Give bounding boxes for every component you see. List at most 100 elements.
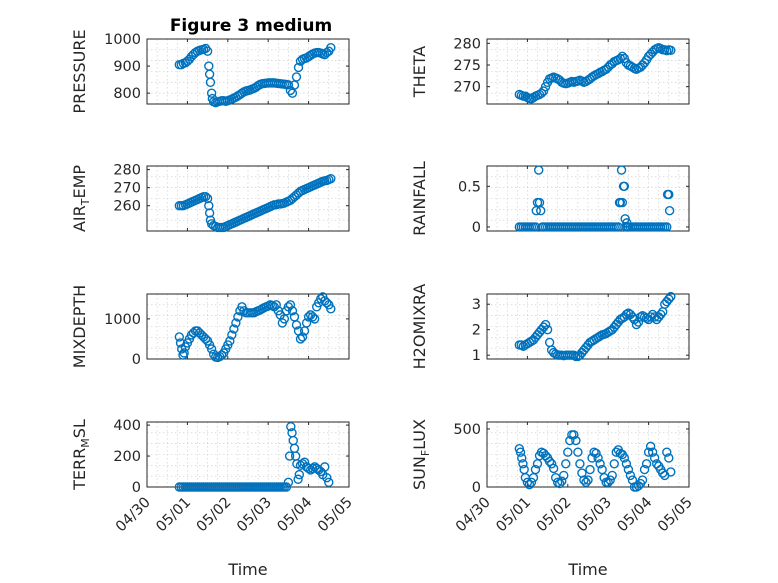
x-axis-label: Time bbox=[567, 560, 607, 579]
x-tick-label: 05/04 bbox=[615, 495, 656, 536]
subplot-rainfall: 0 0.5 RAINFALL bbox=[410, 161, 690, 236]
subplot-h2omixra: 1 2 3 H2OMIXRA bbox=[410, 284, 690, 370]
y-axis-label: TERRMSL bbox=[70, 419, 92, 491]
data-point bbox=[664, 453, 674, 463]
data-point bbox=[664, 205, 675, 216]
data-point bbox=[204, 61, 214, 71]
data-point bbox=[664, 189, 674, 200]
data-point bbox=[320, 462, 330, 472]
y-tick-label: 2 bbox=[472, 323, 481, 339]
x-tick-label: 05/03 bbox=[234, 495, 275, 536]
data-point bbox=[617, 51, 628, 62]
axes-frame bbox=[146, 38, 350, 105]
y-tick-label: 270 bbox=[453, 80, 481, 96]
data-point bbox=[649, 453, 660, 463]
data-point bbox=[301, 318, 312, 328]
data-point bbox=[281, 482, 292, 492]
data-point bbox=[289, 80, 300, 90]
data-point bbox=[573, 447, 583, 457]
data-point bbox=[285, 300, 296, 310]
y-axis-label: THETA bbox=[410, 46, 429, 98]
data-point bbox=[583, 475, 593, 485]
y-axis-label: H2OMIXRA bbox=[410, 284, 429, 370]
data-point bbox=[538, 86, 549, 96]
data-point bbox=[544, 456, 555, 467]
data-point bbox=[625, 470, 636, 481]
data-point bbox=[540, 81, 551, 92]
data-point bbox=[303, 312, 314, 322]
x-tick-label: 05/01 bbox=[153, 495, 194, 536]
data-point bbox=[289, 443, 300, 454]
data-point bbox=[271, 300, 281, 310]
data-point bbox=[290, 451, 301, 461]
data-point bbox=[643, 447, 654, 457]
data-point bbox=[623, 464, 634, 475]
data-point bbox=[559, 470, 569, 481]
data-point bbox=[666, 45, 676, 55]
x-tick-label: 05/05 bbox=[655, 495, 696, 536]
data-point bbox=[548, 463, 559, 474]
y-tick-label: 0 bbox=[472, 480, 481, 496]
y-tick-label: 1 bbox=[472, 348, 481, 364]
data-point bbox=[517, 453, 527, 463]
data-point bbox=[233, 312, 243, 322]
x-tick-label: 05/01 bbox=[493, 495, 534, 536]
data-point bbox=[666, 467, 676, 477]
axes-frame bbox=[146, 293, 350, 360]
data-point bbox=[544, 337, 555, 348]
data-point bbox=[656, 309, 666, 320]
data-point bbox=[536, 205, 546, 216]
data-point bbox=[579, 475, 589, 485]
data-point bbox=[227, 330, 237, 340]
y-tick-label: 0 bbox=[472, 220, 481, 236]
y-axis-label: RAINFALL bbox=[410, 161, 429, 236]
data-point bbox=[617, 197, 628, 208]
data-point bbox=[575, 459, 585, 469]
data-point bbox=[557, 476, 567, 486]
data-point bbox=[200, 191, 211, 202]
x-tick-label: 04/30 bbox=[453, 495, 494, 536]
data-point bbox=[522, 477, 533, 488]
data-point bbox=[526, 477, 537, 488]
data-point bbox=[645, 441, 656, 452]
data-point bbox=[291, 72, 302, 82]
data-point bbox=[293, 474, 303, 484]
data-point bbox=[605, 475, 615, 485]
data-point bbox=[307, 312, 318, 322]
data-point bbox=[231, 318, 241, 328]
data-point bbox=[294, 469, 305, 480]
y-tick-label: 280 bbox=[453, 36, 481, 52]
data-point bbox=[635, 312, 646, 322]
data-point bbox=[615, 53, 626, 64]
data-point bbox=[591, 448, 601, 459]
axes-frame bbox=[146, 165, 350, 232]
data-point bbox=[267, 300, 277, 311]
data-point bbox=[288, 435, 298, 446]
data-point bbox=[607, 470, 617, 481]
data-point bbox=[206, 344, 217, 354]
y-tick-label: 1000 bbox=[104, 312, 141, 328]
y-tick-label: 1000 bbox=[104, 32, 141, 48]
data-point bbox=[593, 453, 603, 463]
figure-title: Figure 3 medium bbox=[170, 16, 332, 36]
data-point bbox=[518, 459, 528, 469]
data-point bbox=[519, 464, 529, 475]
data-point bbox=[595, 459, 605, 469]
x-tick-label: 05/05 bbox=[315, 495, 356, 536]
data-point bbox=[179, 348, 189, 358]
data-point bbox=[611, 447, 621, 457]
data-point bbox=[664, 294, 674, 304]
x-tick-label: 05/02 bbox=[534, 495, 575, 536]
data-point bbox=[322, 473, 332, 483]
data-point bbox=[297, 332, 308, 342]
y-tick-label: 500 bbox=[453, 422, 481, 438]
data-point bbox=[326, 304, 336, 314]
data-point bbox=[641, 459, 652, 469]
x-tick-label: 05/02 bbox=[194, 495, 235, 536]
y-tick-label: 275 bbox=[453, 58, 481, 74]
data-point bbox=[619, 53, 630, 64]
y-tick-label: 3 bbox=[472, 297, 481, 313]
data-point bbox=[621, 459, 632, 469]
data-point bbox=[563, 447, 573, 457]
data-point bbox=[542, 324, 553, 335]
